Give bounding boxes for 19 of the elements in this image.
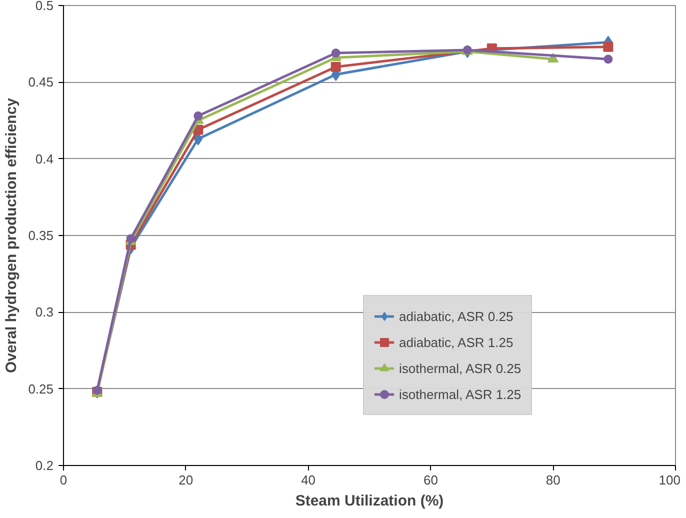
x-tick-label: 80 xyxy=(546,472,560,488)
legend-label: adiabatic, ASR 0.25 xyxy=(399,308,514,324)
legend-label: adiabatic, ASR 1.25 xyxy=(399,334,514,350)
y-tick-label: 0.2 xyxy=(35,458,54,473)
y-tick-label: 0.4 xyxy=(35,151,54,166)
y-tick-label: 0.3 xyxy=(35,304,54,320)
legend-label: isothermal, ASR 0.25 xyxy=(399,360,522,376)
x-tick-label: 20 xyxy=(178,472,194,488)
y-axis-title: Overal hydrogen production efficiency xyxy=(3,97,20,374)
y-tick-label: 0.25 xyxy=(28,381,54,396)
x-tick-label: 0 xyxy=(60,472,68,488)
x-tick-label: 100 xyxy=(658,472,681,488)
y-tick-label: 0.45 xyxy=(28,74,54,90)
y-tick-label: 0.35 xyxy=(28,228,54,243)
x-axis-title: Steam Utilization (%) xyxy=(295,492,444,510)
y-tick-label: 0.5 xyxy=(35,0,54,13)
x-tick-label: 60 xyxy=(423,472,438,488)
legend-label: isothermal, ASR 1.25 xyxy=(399,386,522,402)
x-tick-label: 40 xyxy=(301,472,316,488)
